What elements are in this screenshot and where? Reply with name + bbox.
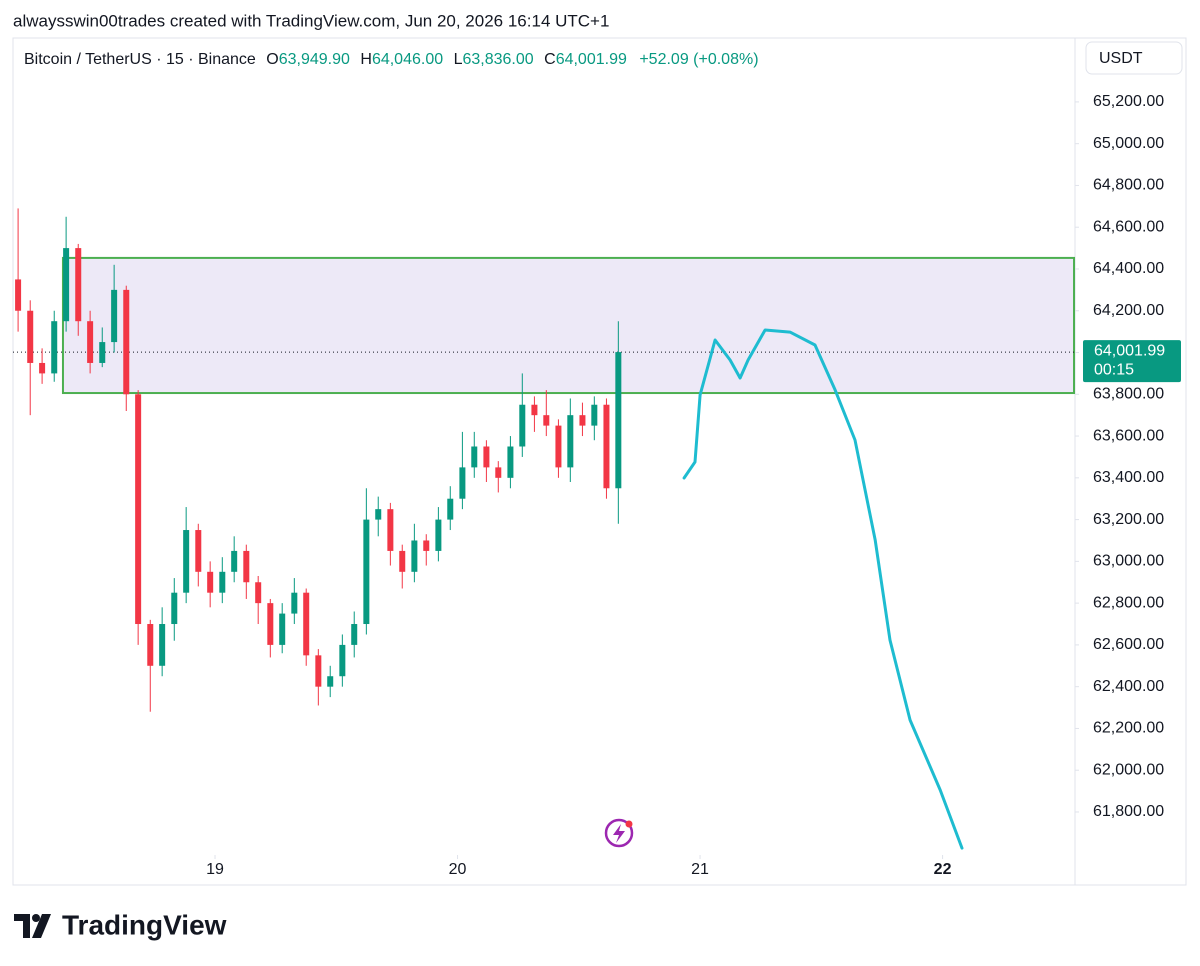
candle-body (603, 404, 610, 489)
ohlc-value: 63,949.90 (279, 51, 350, 68)
candle-body (315, 655, 322, 687)
y-tick-label: 61,800.00 (1093, 803, 1164, 820)
x-tick-label: 21 (691, 861, 709, 878)
candle-body (351, 624, 358, 645)
candle-body (75, 248, 82, 322)
logo-text: TradingView (62, 909, 227, 940)
candle-body (291, 592, 298, 614)
candle-body (399, 550, 406, 572)
candle-body (63, 248, 70, 322)
candle-body (555, 425, 562, 468)
candle-body (507, 446, 514, 478)
x-tick-label: 22 (934, 861, 952, 878)
candle-body (111, 289, 118, 343)
zone (61, 256, 1076, 395)
candle-body (195, 530, 202, 572)
lightning-icon[interactable] (604, 818, 634, 848)
candle-body (615, 352, 622, 489)
candle-body (375, 509, 382, 520)
candle-body (447, 498, 454, 520)
candle-body (363, 519, 370, 625)
x-tick-label: 19 (206, 861, 224, 878)
y-tick-label: 62,000.00 (1093, 761, 1164, 778)
y-tick-label: 64,200.00 (1093, 302, 1164, 319)
candle-body (327, 676, 334, 687)
symbol: Bitcoin / TetherUS · 15 · Binance (24, 51, 256, 68)
last-price-label: 64,001.99 (1094, 342, 1165, 359)
candle-body (579, 415, 586, 426)
candle-body (543, 415, 550, 426)
y-tick-label: 64,600.00 (1093, 218, 1164, 235)
candle-body (531, 404, 538, 416)
y-tick-label: 62,800.00 (1093, 594, 1164, 611)
candle-body (87, 321, 94, 363)
ohlc-value: 64,001.99 (556, 51, 627, 68)
candle-body (15, 279, 22, 311)
ohlc-value: 64,046.00 (372, 51, 443, 68)
last-price-box (1083, 340, 1181, 383)
candle-body (171, 592, 178, 625)
candle-body (207, 571, 214, 593)
candle-body (495, 467, 502, 478)
chart-frame (12, 37, 1187, 886)
candle-body (303, 592, 310, 656)
candle-body (483, 446, 490, 468)
ohlc-label: O (266, 51, 278, 68)
y-tick-label: 63,000.00 (1093, 553, 1164, 570)
candle-body (39, 362, 46, 374)
y-tick-label: 63,600.00 (1093, 427, 1164, 444)
y-tick-label: 62,400.00 (1093, 678, 1164, 695)
candle-body (471, 446, 478, 468)
attribution: alwaysswin00trades created with TradingV… (13, 11, 609, 30)
candle-body (51, 321, 58, 374)
candle-body (99, 342, 106, 363)
projection-line (682, 328, 964, 850)
y-tick-label: 65,000.00 (1093, 135, 1164, 152)
y-tick-label: 63,400.00 (1093, 469, 1164, 486)
y-tick-label: 63,200.00 (1093, 511, 1164, 528)
ohlc-label: H (360, 51, 372, 68)
candle-body (135, 394, 142, 625)
y-tick-label: 62,600.00 (1093, 636, 1164, 653)
currency: USDT (1099, 50, 1143, 67)
candle-body (459, 467, 466, 499)
candle-body (435, 519, 442, 551)
candle-body (231, 550, 238, 572)
candle-body (123, 289, 130, 395)
y-tick-label: 62,200.00 (1093, 720, 1164, 737)
y-tick-label: 65,200.00 (1093, 93, 1164, 110)
countdown: 00:15 (1094, 361, 1134, 378)
x-tick-label: 20 (449, 861, 467, 878)
currency-button[interactable] (1085, 41, 1183, 75)
candle-body (423, 540, 430, 551)
candle-body (255, 582, 262, 604)
candle-body (591, 404, 598, 426)
y-tick-label: 64,400.00 (1093, 260, 1164, 277)
candle-body (267, 603, 274, 645)
candle-body (27, 310, 34, 363)
candle-body (219, 571, 226, 593)
y-tick-label: 63,800.00 (1093, 386, 1164, 403)
candle-body (339, 644, 346, 677)
candle-body (159, 624, 166, 666)
candle-body (411, 540, 418, 572)
candle-body (567, 415, 574, 468)
plot-area (13, 208, 1076, 850)
legend: Bitcoin / TetherUS · 15 · Binance O63,94… (24, 51, 759, 68)
change: +52.09 (+0.08%) (639, 51, 758, 68)
y-tick-label: 64,800.00 (1093, 177, 1164, 194)
candle-body (243, 550, 250, 583)
candle-body (279, 613, 286, 645)
candle-body (147, 624, 154, 666)
ohlc-value: 63,836.00 (462, 51, 533, 68)
candle-body (519, 404, 526, 447)
ohlc-label: C (544, 51, 556, 68)
candle-body (387, 509, 394, 551)
logo-mark (14, 914, 51, 938)
ohlc-label: L (454, 51, 463, 68)
candle-body (183, 530, 190, 593)
